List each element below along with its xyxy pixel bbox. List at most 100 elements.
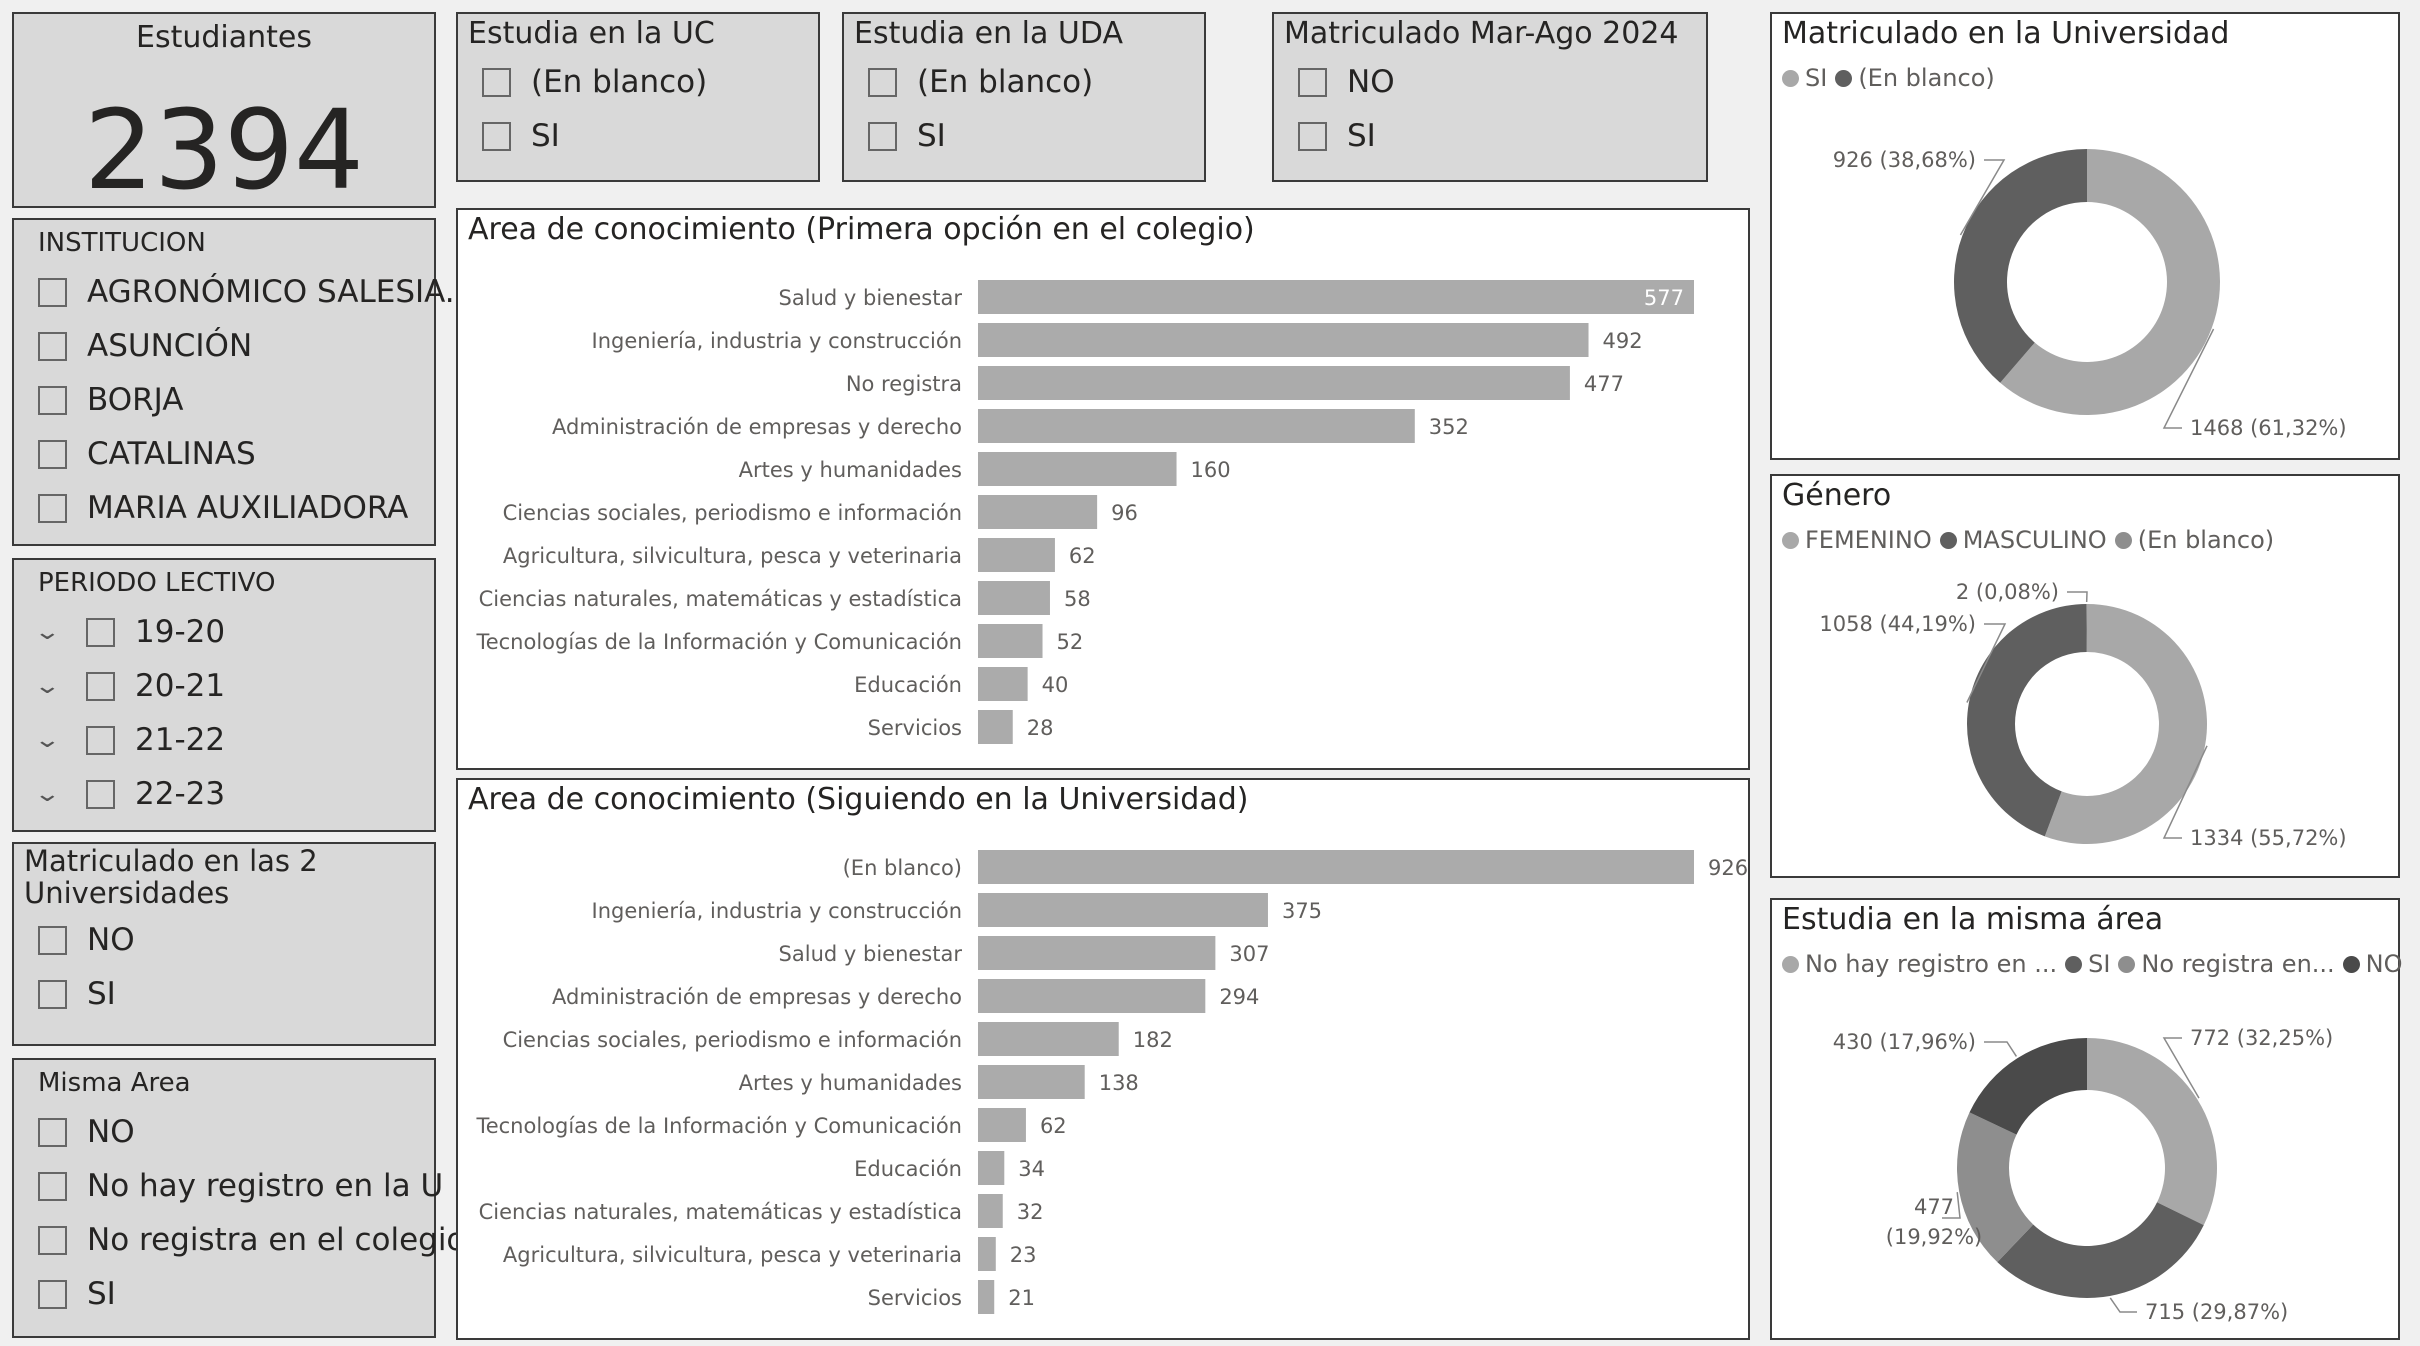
slicer-option-si[interactable]: SI [868, 118, 946, 154]
checkbox[interactable] [38, 277, 67, 307]
option-label: NO [87, 922, 135, 958]
bar[interactable] [978, 893, 1268, 927]
checkbox[interactable] [86, 617, 115, 647]
slicer-option-maria-auxiliadora[interactable]: MARIA AUXILIADORA [38, 490, 408, 526]
bar[interactable] [978, 1151, 1005, 1185]
bar[interactable] [978, 280, 1694, 314]
chevron-down-icon[interactable]: ⌄ [33, 727, 62, 753]
donut-slice[interactable] [2086, 604, 2087, 653]
category-label: Tecnologías de la Información y Comunica… [475, 630, 962, 654]
slicer-option-borja[interactable]: BORJA [38, 382, 183, 418]
bar[interactable] [978, 581, 1050, 615]
bar[interactable] [978, 452, 1177, 486]
legend-item[interactable]: No registra en... [2118, 950, 2335, 978]
bar[interactable] [978, 850, 1694, 884]
slicer-option-no-hay-registro[interactable]: No hay registro en la U [38, 1168, 443, 1204]
legend-label: SI [1805, 64, 1828, 92]
slicer-option-21-22[interactable]: ⌄ 21-22 [34, 722, 226, 758]
data-label: 715 (29,87%) [2145, 1300, 2288, 1324]
data-label: 352 [1429, 415, 1469, 439]
legend-item[interactable]: NO [2342, 950, 2403, 978]
bar[interactable] [978, 710, 1013, 744]
bar[interactable] [978, 1237, 996, 1271]
bar[interactable] [978, 979, 1206, 1013]
chevron-down-icon[interactable]: ⌄ [33, 781, 62, 807]
bar[interactable] [978, 1108, 1026, 1142]
checkbox[interactable] [38, 1279, 67, 1309]
legend-marker [2114, 531, 2132, 549]
bar[interactable] [978, 323, 1589, 357]
legend-item[interactable]: (En blanco) [2114, 526, 2274, 554]
slicer-option-22-23[interactable]: ⌄ 22-23 [34, 776, 226, 812]
slicer-option-no-registra[interactable]: No registra en el colegio [38, 1222, 465, 1258]
checkbox[interactable] [1298, 121, 1327, 151]
checkbox[interactable] [868, 67, 897, 97]
donut-slice[interactable] [1966, 604, 2087, 837]
checkbox[interactable] [38, 439, 67, 469]
legend-item[interactable]: SI [2065, 950, 2110, 978]
checkbox[interactable] [38, 925, 67, 955]
category-label: Educación [854, 673, 962, 697]
checkbox[interactable] [38, 493, 67, 523]
checkbox[interactable] [38, 1117, 67, 1147]
checkbox[interactable] [38, 979, 67, 1009]
chevron-down-icon[interactable]: ⌄ [33, 619, 62, 645]
bar[interactable] [978, 366, 1570, 400]
bar[interactable] [978, 538, 1055, 572]
slicer-option-catalinas[interactable]: CATALINAS [38, 436, 256, 472]
slicer-option-no[interactable]: NO [38, 922, 135, 958]
slicer-option-no[interactable]: NO [1298, 64, 1395, 100]
checkbox[interactable] [38, 331, 67, 361]
bar[interactable] [978, 495, 1098, 529]
bar[interactable] [978, 1065, 1085, 1099]
legend-item[interactable]: FEMENINO [1782, 526, 1932, 554]
checkbox[interactable] [38, 385, 67, 415]
legend-item[interactable]: SI [1782, 64, 1827, 92]
slicer-option-asuncion[interactable]: ASUNCIÓN [38, 328, 252, 364]
chevron-down-icon[interactable]: ⌄ [33, 673, 62, 699]
category-label: Salud y bienestar [779, 942, 963, 966]
donut-slice[interactable] [1954, 149, 2087, 383]
donut-genero: Género FEMENINO MASCULINO (En blanco) 1334… [1770, 474, 2400, 878]
checkbox[interactable] [86, 779, 115, 809]
bar[interactable] [978, 936, 1216, 970]
checkbox[interactable] [482, 121, 511, 151]
checkbox[interactable] [86, 671, 115, 701]
slicer-option-si[interactable]: SI [38, 1276, 116, 1312]
checkbox[interactable] [38, 1225, 67, 1255]
donut-slice[interactable] [1997, 1202, 2204, 1298]
option-label: (En blanco) [917, 64, 1094, 100]
slicer-option-si[interactable]: SI [1298, 118, 1376, 154]
category-label: (En blanco) [843, 856, 962, 880]
data-label: 160 [1191, 458, 1231, 482]
slicer-option-19-20[interactable]: ⌄ 19-20 [34, 614, 226, 650]
donut-slice[interactable] [2000, 149, 2220, 415]
bar[interactable] [978, 1194, 1003, 1228]
bar[interactable] [978, 1280, 995, 1314]
slicer-option-en-blanco[interactable]: (En blanco) [482, 64, 707, 100]
donut-slice[interactable] [2044, 604, 2207, 844]
checkbox[interactable] [482, 67, 511, 97]
checkbox[interactable] [868, 121, 897, 151]
donut-slice[interactable] [1969, 1038, 2087, 1135]
slicer-option-no[interactable]: NO [38, 1114, 135, 1150]
bar[interactable] [978, 409, 1415, 443]
legend-item[interactable]: (En blanco) [1835, 64, 1995, 92]
data-label: 926 [1708, 856, 1748, 880]
slicer-option-si[interactable]: SI [38, 976, 116, 1012]
bar[interactable] [978, 1022, 1119, 1056]
legend-item[interactable]: No hay registro en ... [1782, 950, 2057, 978]
slicer-option-en-blanco[interactable]: (En blanco) [868, 64, 1093, 100]
checkbox[interactable] [1298, 67, 1327, 97]
data-label: 926 (38,68%) [1833, 148, 1976, 172]
slicer-option-agronomico[interactable]: AGRONÓMICO SALESIA... [38, 274, 474, 310]
slicer-option-si[interactable]: SI [482, 118, 560, 154]
slicer-option-20-21[interactable]: ⌄ 20-21 [34, 668, 226, 704]
checkbox[interactable] [86, 725, 115, 755]
legend-item[interactable]: MASCULINO [1939, 526, 2107, 554]
donut-slice[interactable] [2087, 1038, 2217, 1226]
checkbox[interactable] [38, 1171, 67, 1201]
donut-slice[interactable] [1957, 1112, 2034, 1263]
bar[interactable] [978, 667, 1028, 701]
bar[interactable] [978, 624, 1043, 658]
